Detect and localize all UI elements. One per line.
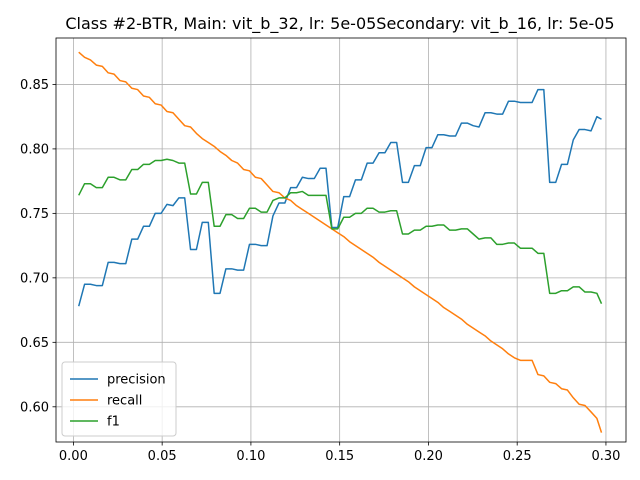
axes-frame	[55, 37, 627, 443]
y-tick-label: 0.80	[20, 142, 49, 157]
x-tick-label: 0.25	[503, 449, 532, 464]
series-line-f1	[78, 158, 603, 304]
x-tick-label: 0.20	[414, 449, 443, 464]
legend-box	[61, 361, 177, 437]
x-tick-label: 0.05	[148, 449, 177, 464]
x-tick-label: 0.30	[591, 449, 620, 464]
y-tick-label: 0.65	[20, 336, 49, 351]
y-tick-label: 0.60	[20, 400, 49, 415]
legend: precision recall f1	[61, 361, 177, 437]
y-tick-label: 0.75	[20, 207, 49, 222]
series-line-recall	[78, 51, 603, 433]
legend-label-precision: precision	[107, 373, 166, 388]
x-tick-label: 0.15	[325, 449, 354, 464]
legend-label-f1: f1	[107, 415, 120, 430]
chart-title: Class #2-BTR, Main: vit_b_32, lr: 5e-05S…	[65, 14, 614, 34]
x-tick-label: 0.10	[236, 449, 265, 464]
x-tick-label: 0.00	[59, 449, 88, 464]
y-tick-label: 0.85	[20, 78, 49, 93]
legend-label-recall: recall	[107, 394, 142, 409]
y-tick-label: 0.70	[20, 271, 49, 286]
series-line-precision	[77, 88, 602, 307]
